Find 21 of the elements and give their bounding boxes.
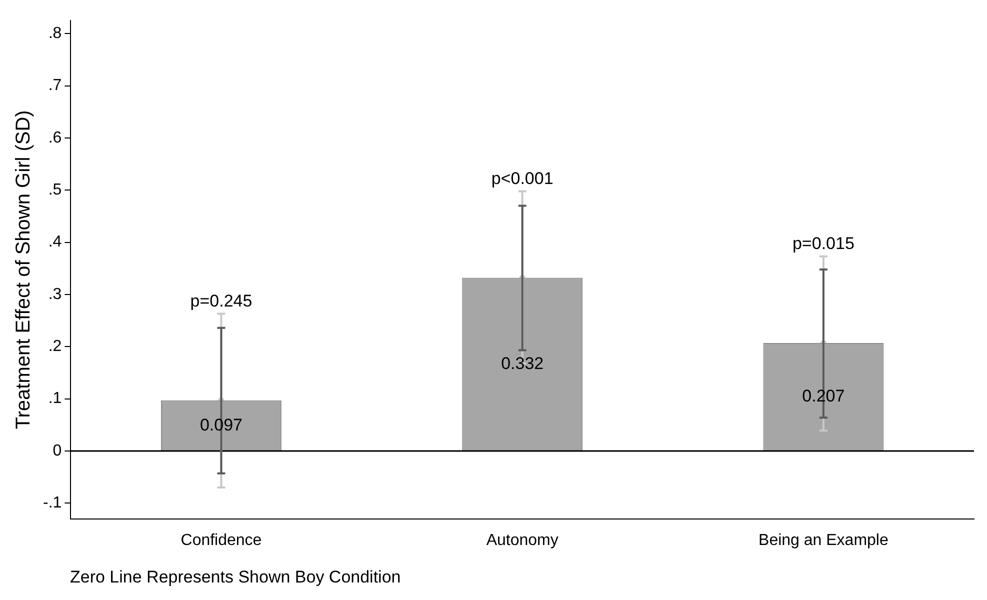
- x-tick-label: Being an Example: [758, 532, 888, 549]
- y-tick-label: .5: [48, 182, 62, 199]
- y-tick-label: -.1: [43, 494, 62, 512]
- y-tick-label: .1: [48, 390, 62, 408]
- y-axis-title: Treatment Effect of Shown Girl (SD): [12, 110, 35, 430]
- y-tick-label: 0: [52, 442, 62, 460]
- y-tick-label: .3: [48, 286, 62, 303]
- text: Zero Line Represents Shown Boy Condition: [70, 568, 401, 587]
- x-tick-label: Autonomy: [486, 532, 558, 549]
- y-tick-label: .4: [48, 234, 62, 251]
- annotation: p=0.015: [792, 234, 854, 254]
- y-tick-label: .7: [48, 77, 62, 94]
- y-tick-label: .8: [48, 25, 62, 42]
- annotation: p=0.245: [190, 291, 252, 310]
- x-tick-label: Confidence: [180, 532, 262, 549]
- y-tick-label: .6: [48, 129, 62, 146]
- annotation: p<0.001: [491, 168, 554, 188]
- data-label: 0.332: [501, 354, 544, 374]
- data-label: 0.097: [200, 415, 242, 434]
- data-label: 0.207: [802, 386, 845, 406]
- y-tick-label: .2: [48, 338, 62, 356]
